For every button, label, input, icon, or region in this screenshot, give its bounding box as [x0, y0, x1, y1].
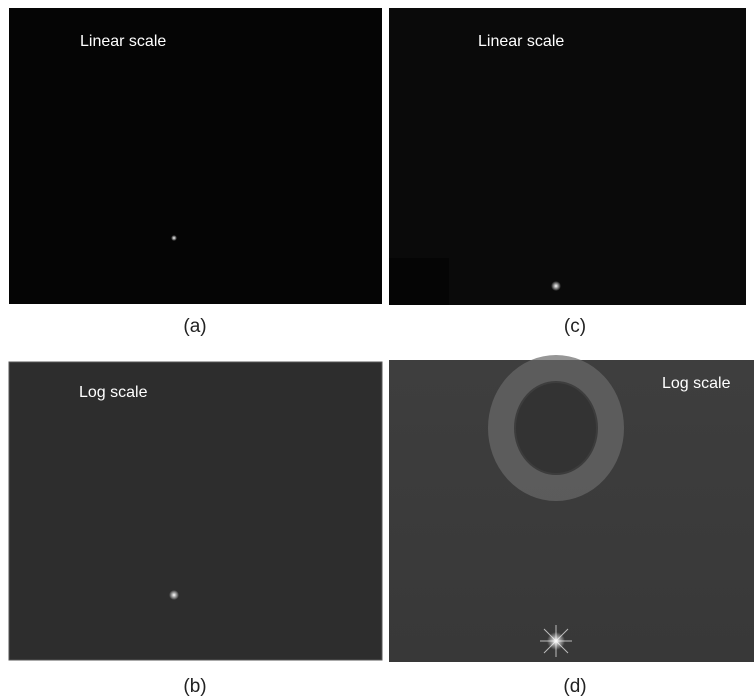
- panel-a: Linear scale (a): [9, 8, 382, 337]
- spot: [551, 281, 561, 291]
- panel-caption: (a): [183, 316, 206, 337]
- panel-b: Log scale (b): [9, 362, 382, 697]
- panel-d: Log scale (d): [389, 360, 754, 697]
- panel-caption: (b): [183, 676, 206, 697]
- panel-caption: (d): [563, 676, 586, 697]
- panel-label: Log scale: [79, 384, 148, 401]
- spot: [547, 632, 565, 650]
- panel-label: Linear scale: [478, 33, 564, 50]
- image-patch: [389, 258, 449, 305]
- spot: [169, 590, 179, 600]
- panel-caption: (c): [564, 316, 586, 337]
- spot: [171, 235, 177, 241]
- ring-center: [516, 383, 596, 473]
- image: [9, 8, 382, 304]
- panel-c: Linear scale (c): [389, 8, 746, 337]
- figure: Linear scale (a) Linear scale (c) Log sc…: [0, 0, 754, 698]
- panel-label: Log scale: [662, 375, 731, 392]
- panel-label: Linear scale: [80, 33, 166, 50]
- image: [9, 362, 382, 660]
